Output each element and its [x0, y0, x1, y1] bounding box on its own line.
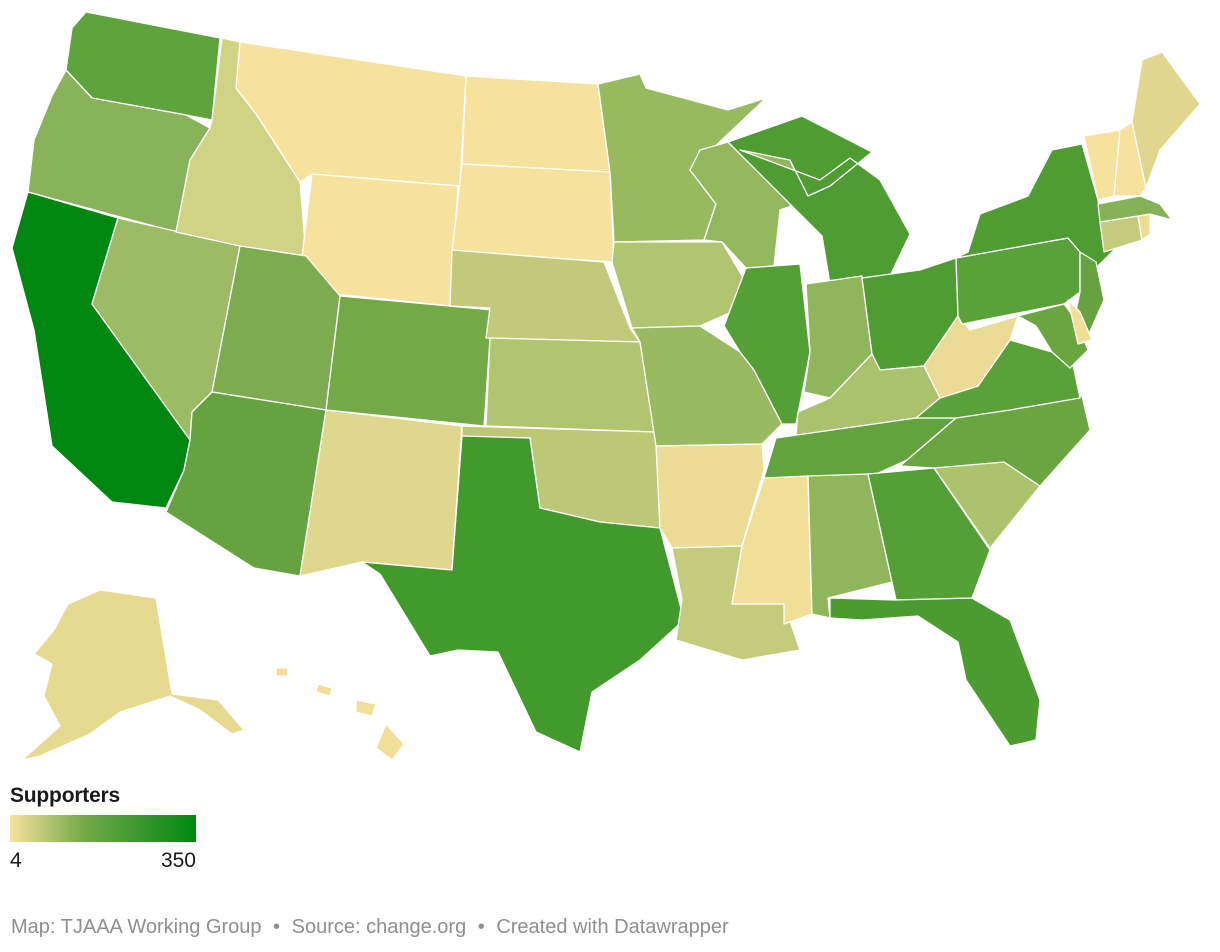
datawrapper-credit[interactable]: Created with Datawrapper [496, 916, 729, 938]
footer-separator: • [273, 916, 281, 938]
state-massachusetts[interactable] [1097, 195, 1173, 223]
map-credit: Map: TJAAA Working Group [11, 916, 262, 938]
footer-separator: • [477, 916, 485, 938]
state-illinois[interactable] [723, 263, 811, 425]
legend-color-scale [10, 815, 196, 842]
state-hawaii-kauai[interactable] [275, 667, 289, 677]
state-delaware[interactable] [1067, 299, 1093, 345]
state-south-dakota[interactable] [451, 163, 615, 263]
state-new-mexico[interactable] [299, 409, 463, 577]
state-texas[interactable] [361, 435, 685, 753]
footer-credits: Map: TJAAA Working Group • Source: chang… [11, 916, 729, 939]
state-north-dakota[interactable] [461, 75, 611, 173]
state-new-hampshire[interactable] [1113, 121, 1147, 197]
state-hawaii-maui[interactable] [355, 699, 377, 717]
legend-min-label: 4 [10, 849, 22, 872]
legend: Supporters 4 350 [10, 784, 200, 873]
state-florida[interactable] [829, 597, 1041, 747]
state-maryland[interactable] [1017, 303, 1089, 369]
state-colorado[interactable] [325, 295, 493, 427]
state-kansas[interactable] [485, 337, 657, 433]
state-hawaii-big-island[interactable] [375, 723, 405, 761]
legend-title: Supporters [10, 784, 121, 807]
source-credit: Source: change.org [291, 916, 467, 938]
legend-max-label: 350 [160, 849, 196, 872]
state-iowa[interactable] [611, 241, 749, 329]
state-hawaii-oahu[interactable] [315, 683, 333, 697]
us-choropleth-map [11, 11, 1201, 761]
state-maine[interactable] [1131, 51, 1201, 189]
state-alaska[interactable] [21, 589, 245, 761]
